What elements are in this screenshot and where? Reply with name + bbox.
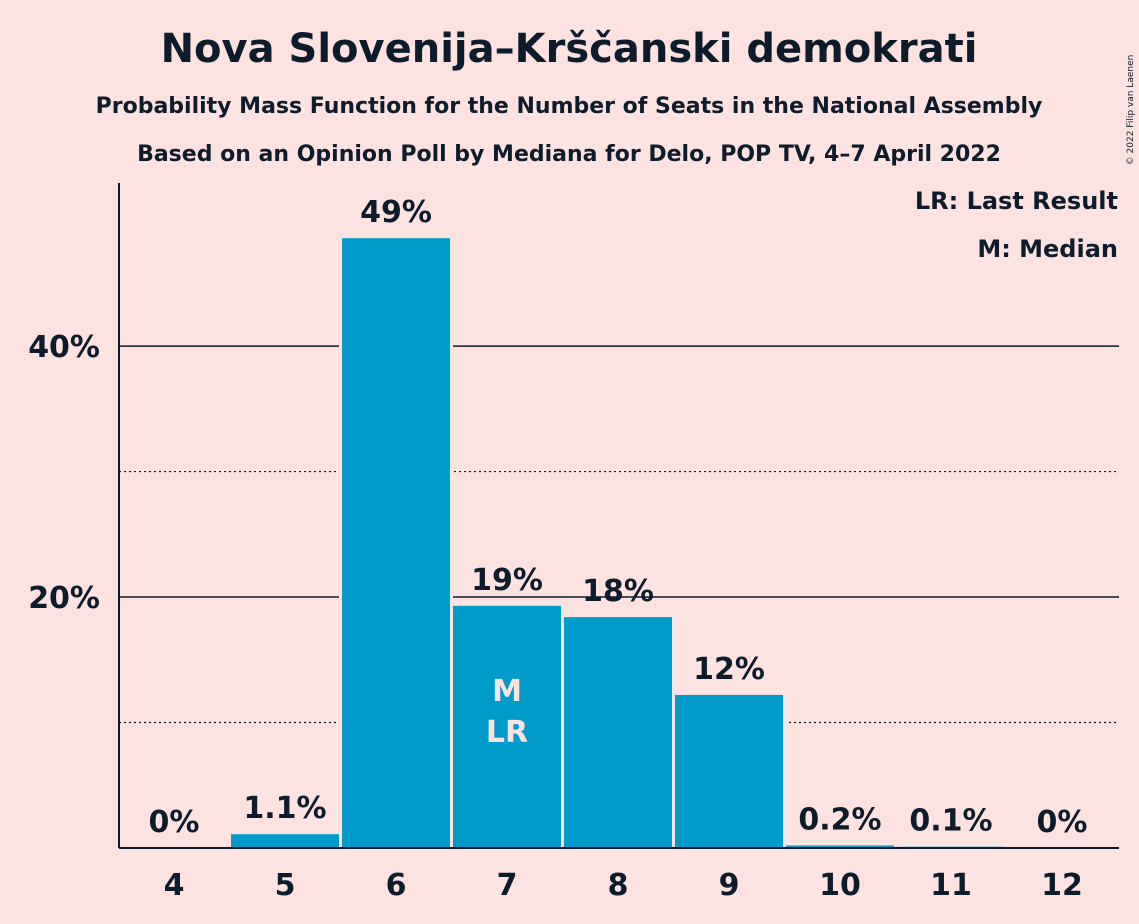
legend-last-result: LR: Last Result <box>915 187 1118 215</box>
chart-subtitle-2: Based on an Opinion Poll by Mediana for … <box>137 142 1001 167</box>
bar-7 <box>453 605 561 848</box>
y-tick-labels: 20% 40% <box>28 330 100 616</box>
last-result-marker: LR <box>486 715 528 750</box>
x-tick-label-10: 10 <box>819 868 861 903</box>
bars-group <box>228 235 1008 849</box>
bar-label-6: 49% <box>360 195 432 230</box>
bar-label-12: 0% <box>1037 805 1088 840</box>
bar-6 <box>342 238 450 849</box>
x-tick-label-8: 8 <box>608 868 629 903</box>
x-tick-label-5: 5 <box>275 868 296 903</box>
x-tick-label-9: 9 <box>719 868 740 903</box>
x-tick-label-11: 11 <box>930 868 972 903</box>
y-tick-label-20: 20% <box>28 581 100 616</box>
legend-median: M: Median <box>977 235 1118 263</box>
bar-9 <box>675 694 783 848</box>
bar-label-11: 0.1% <box>909 804 992 839</box>
bar-label-9: 12% <box>693 652 765 687</box>
x-tick-label-12: 12 <box>1041 868 1083 903</box>
bar-label-4: 0% <box>149 805 200 840</box>
x-tick-label-4: 4 <box>164 868 185 903</box>
x-tick-labels: 4 5 6 7 8 9 10 11 12 <box>164 868 1083 903</box>
bar-halo-11 <box>894 843 1008 848</box>
median-marker: M <box>492 674 522 709</box>
bar-label-10: 0.2% <box>798 802 881 837</box>
bar-10 <box>786 845 894 848</box>
bar-label-5: 1.1% <box>243 791 326 826</box>
x-tick-label-6: 6 <box>386 868 407 903</box>
y-tick-label-40: 40% <box>28 330 100 365</box>
x-tick-label-7: 7 <box>497 868 518 903</box>
bar-8 <box>564 617 672 848</box>
bar-label-8: 18% <box>582 574 654 609</box>
copyright-notice: © 2022 Filip van Laenen <box>1126 55 1136 166</box>
bar-halo-10 <box>783 842 897 848</box>
bar-5 <box>231 834 339 848</box>
bar-label-7: 19% <box>471 563 543 598</box>
bar-labels-group: 0% 1.1% 49% 19% 18% 12% 0.2% 0.1% 0% <box>149 195 1088 840</box>
markers-group: M LR <box>486 674 528 750</box>
chart-subtitle-1: Probability Mass Function for the Number… <box>96 94 1043 119</box>
chart-title: Nova Slovenija–Krščanski demokrati <box>161 26 978 72</box>
